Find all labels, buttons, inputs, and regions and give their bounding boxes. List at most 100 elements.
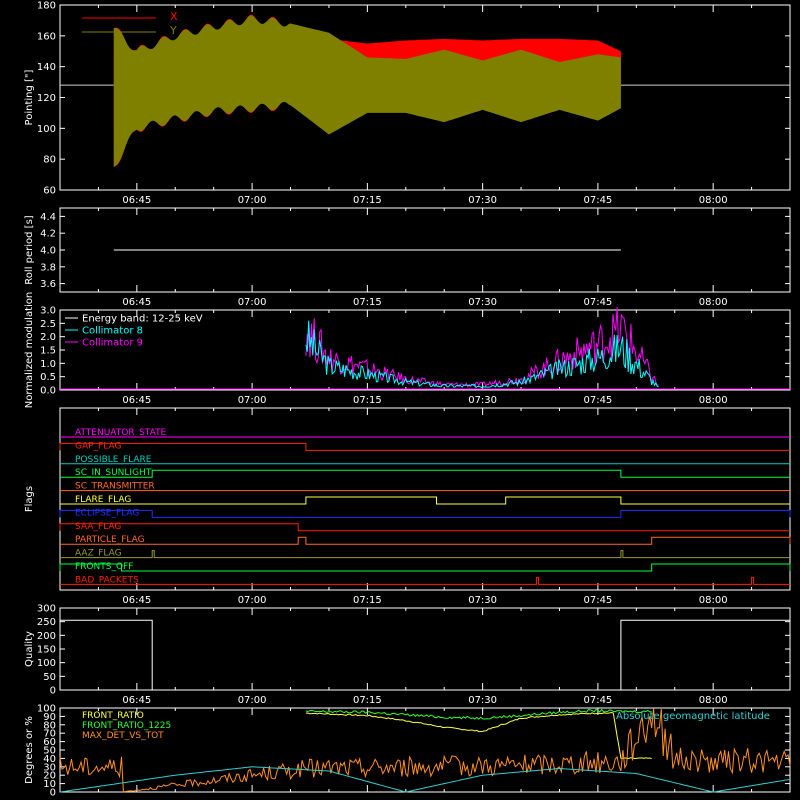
flag-line-particle-flag <box>60 536 791 545</box>
x-tick-label: 07:45 <box>583 695 612 706</box>
flag-line-aaz-flag <box>60 550 790 559</box>
flag-label-sc-transmitter: SC_TRANSMITTER <box>75 482 155 492</box>
series-collimator-8 <box>305 320 659 389</box>
x-tick-label: 07:30 <box>468 297 497 308</box>
y-axis-label: Flags <box>24 486 35 512</box>
y-tick-label: 160 <box>37 31 56 42</box>
legend-label-x: X <box>170 10 178 23</box>
x-tick-label: 07:30 <box>468 395 497 406</box>
legend-label: Energy band: 12-25 keV <box>82 314 203 325</box>
x-tick-label: 07:15 <box>353 395 382 406</box>
y-tick-label: 4.0 <box>40 246 56 257</box>
flag-label-aaz-flag: AAZ_FLAG <box>75 549 122 559</box>
flag-label-bad-packets: BAD_PACKETS <box>75 575 139 585</box>
flag-label-eclipse-flag: ECLIPSE_FLAG <box>75 508 139 518</box>
x-tick-label: 06:45 <box>122 395 151 406</box>
x-tick-label: 07:00 <box>238 695 267 706</box>
x-tick-label: 07:30 <box>468 695 497 706</box>
flag-line-eclipse-flag <box>59 509 791 518</box>
y-tick-label: 4.2 <box>40 229 56 240</box>
x-tick-label: 07:15 <box>353 195 382 206</box>
y-tick-label: 80 <box>43 720 56 731</box>
legend-label-y: Y <box>169 24 177 37</box>
x-tick-label: 06:45 <box>122 297 151 308</box>
y-tick-label: 120 <box>37 93 56 104</box>
flag-label-possible-flare: POSSIBLE_FLARE <box>75 455 152 465</box>
legend-label: FRONT_RATIO <box>82 711 144 721</box>
y-tick-label: 1.5 <box>40 346 56 357</box>
y-tick-label: 0.0 <box>40 386 56 397</box>
flag-line-bad-packets <box>60 576 790 585</box>
y-tick-label: 20 <box>43 771 56 782</box>
y-tick-label: 250 <box>37 617 56 628</box>
y-tick-label: 30 <box>43 762 56 773</box>
flag-line-flare-flag <box>60 496 790 505</box>
y-tick-label: 100 <box>37 704 56 715</box>
y-tick-label: 100 <box>37 658 56 669</box>
flag-line-gap-flag <box>59 442 790 451</box>
y-tick-label: 0 <box>50 788 56 799</box>
x-tick-label: 07:45 <box>583 395 612 406</box>
y-axis-label: Quality <box>24 631 35 667</box>
y-tick-label: 2.5 <box>40 319 56 330</box>
y-tick-label: 90 <box>43 712 56 723</box>
x-tick-label: 07:15 <box>353 695 382 706</box>
y-tick-label: 100 <box>37 124 56 135</box>
y-axis-label: Degrees or % <box>24 716 35 784</box>
y-tick-label: 80 <box>43 155 56 166</box>
flag-label-gap-flag: GAP_FLAG <box>75 441 121 451</box>
flag-label-attenuator-state: ATTENUATOR_STATE <box>75 428 167 438</box>
y-tick-label: 0 <box>50 686 56 697</box>
x-tick-label: 08:00 <box>699 595 728 606</box>
y-tick-label: 1.0 <box>40 359 56 370</box>
y-axis-label: Pointing ["] <box>24 69 35 125</box>
y-axis-label: Normalized modulation <box>24 292 35 409</box>
y-tick-label: 70 <box>43 729 56 740</box>
y-tick-label: 3.6 <box>40 279 56 290</box>
x-tick-label: 08:00 <box>699 695 728 706</box>
y-axis-label: Roll period [s] <box>24 215 35 284</box>
series-max-det-vs-tot <box>59 707 791 793</box>
series-front-ratio-1225 <box>305 708 652 720</box>
series-collimator-9 <box>305 306 659 388</box>
series-front-ratio <box>305 711 652 760</box>
y-tick-label: 50 <box>43 746 56 757</box>
x-tick-label: 07:45 <box>583 195 612 206</box>
y-tick-label: 200 <box>37 631 56 642</box>
flag-line-fronts-off <box>59 563 791 572</box>
x-tick-label: 07:00 <box>238 195 267 206</box>
x-tick-label: 07:30 <box>468 195 497 206</box>
legend-label: MAX_DET_VS_TOT <box>82 731 164 741</box>
x-tick-label: 07:45 <box>583 297 612 308</box>
y-tick-label: 2.0 <box>40 332 56 343</box>
y-tick-label: 40 <box>43 754 56 765</box>
series-y-envelope <box>113 15 621 167</box>
legend-label: FRONT_RATIO_1225 <box>82 721 171 731</box>
x-tick-label: 07:00 <box>238 395 267 406</box>
series-absolute-geomagnetic-latitude <box>59 766 791 793</box>
y-tick-label: 3.8 <box>40 262 56 273</box>
y-tick-label: 180 <box>37 1 56 12</box>
legend-label: Absolute geomagnetic latitude <box>616 711 770 722</box>
x-tick-label: 07:45 <box>583 595 612 606</box>
y-tick-label: 3.0 <box>40 306 56 317</box>
y-tick-label: 50 <box>43 672 56 683</box>
x-tick-label: 08:00 <box>699 195 728 206</box>
y-tick-label: 150 <box>37 645 56 656</box>
x-tick-label: 07:15 <box>353 297 382 308</box>
x-tick-label: 07:00 <box>238 595 267 606</box>
legend-label: Collimator 8 <box>82 326 143 337</box>
y-tick-label: 140 <box>37 62 56 73</box>
y-tick-label: 4.4 <box>40 212 56 223</box>
plot-frame-4 <box>59 407 791 591</box>
flag-label-particle-flag: PARTICLE_FLAG <box>75 535 145 545</box>
x-tick-label: 07:00 <box>238 297 267 308</box>
quality-line <box>60 619 790 691</box>
flag-label-fronts-off: FRONTS_OFF <box>75 562 133 572</box>
x-tick-label: 07:15 <box>353 595 382 606</box>
x-tick-label: 06:45 <box>122 695 151 706</box>
x-tick-label: 08:00 <box>699 395 728 406</box>
flag-line-sc-in-sunlight <box>60 469 790 478</box>
y-tick-label: 300 <box>37 604 56 615</box>
x-tick-label: 06:45 <box>122 195 151 206</box>
